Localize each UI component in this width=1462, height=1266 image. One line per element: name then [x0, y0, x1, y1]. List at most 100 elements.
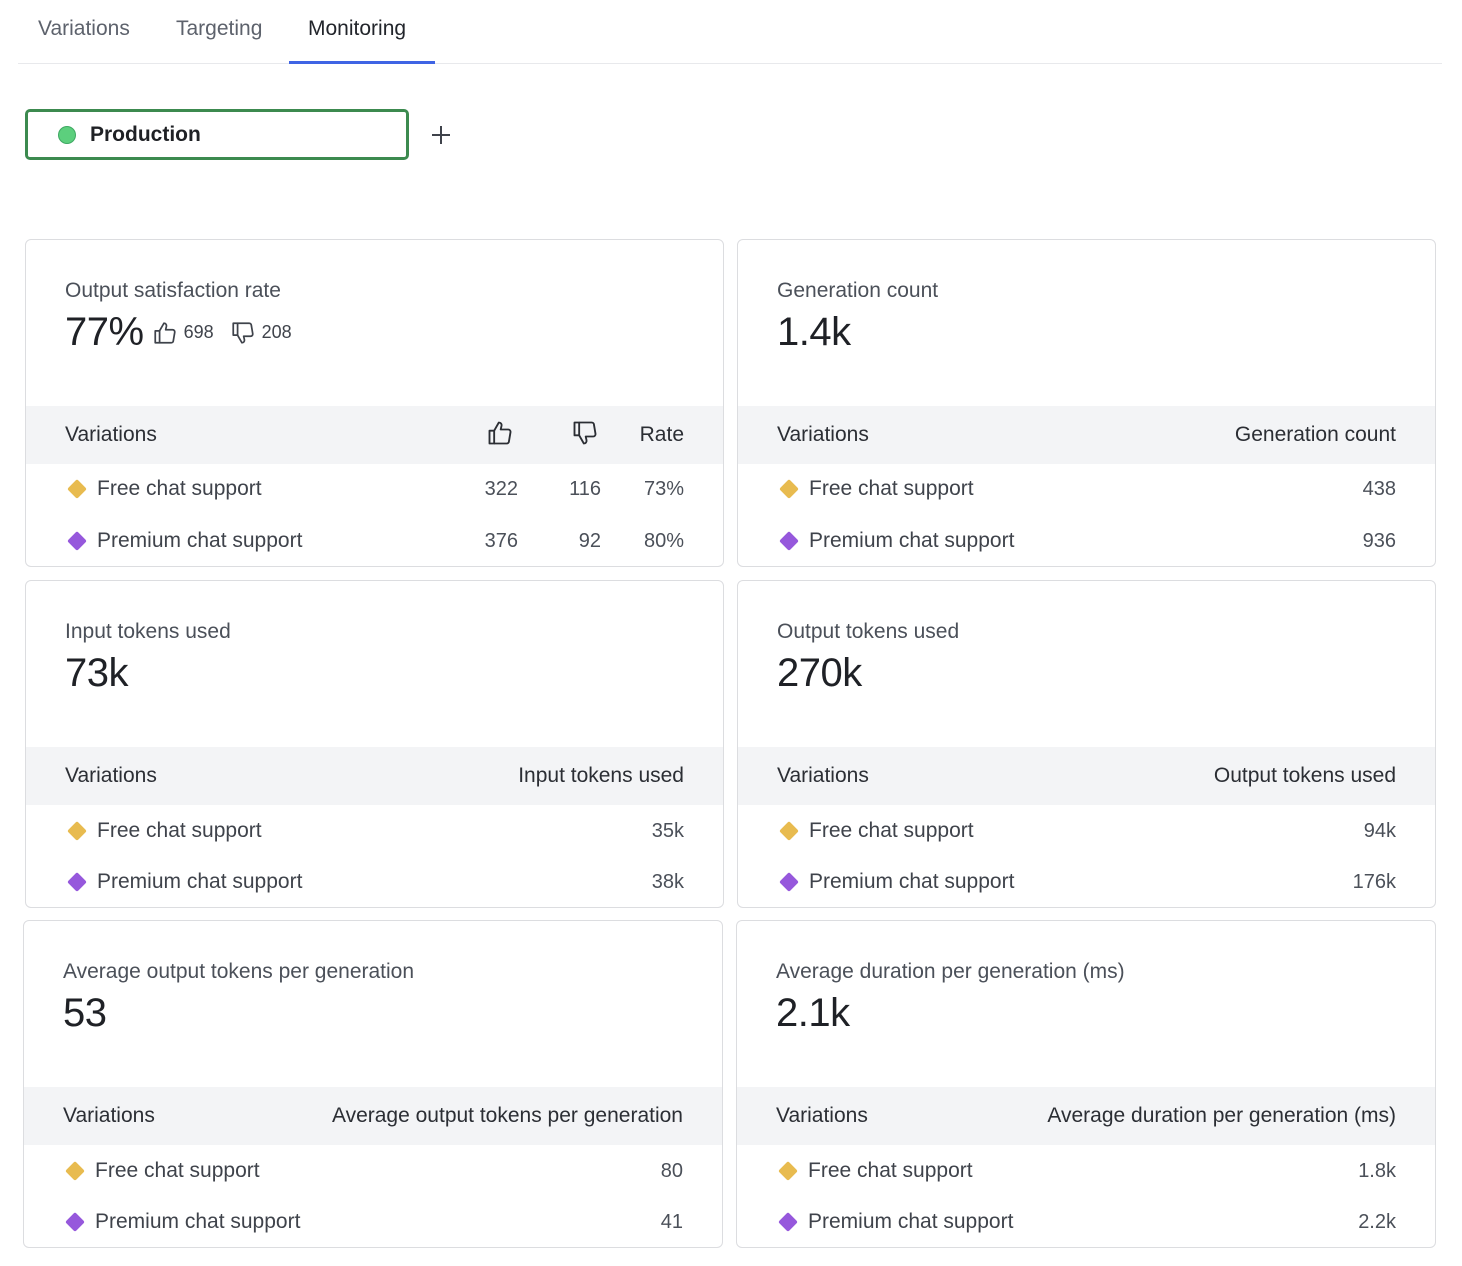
premium-variation-diamond-icon [778, 1212, 798, 1232]
card-title: Generation count [777, 279, 939, 302]
free-variation-diamond-icon [779, 479, 799, 499]
column-metric: Average duration per generation (ms) [1047, 1104, 1396, 1127]
metric-cell: 2.2k [1358, 1211, 1396, 1233]
column-variations: Variations [63, 1104, 155, 1127]
column-variations: Variations [65, 423, 157, 446]
card-title: Average duration per generation (ms) [776, 960, 1125, 983]
free-variation-diamond-icon [65, 1161, 85, 1181]
column-thumbs-down [571, 419, 599, 453]
table-header: Variations Rate [26, 406, 723, 464]
metric-cell: 94k [1363, 820, 1396, 842]
card-value: 1.4k [777, 310, 851, 354]
variation-label: Free chat support [809, 477, 974, 500]
thumbs-down-total: 208 [230, 320, 292, 346]
thumbs-up-icon [488, 421, 512, 445]
column-variations: Variations [65, 764, 157, 787]
free-variation-diamond-icon [67, 821, 87, 841]
premium-variation-diamond-icon [779, 531, 799, 551]
table-row[interactable]: Premium chat support 936 [738, 521, 1435, 561]
column-metric: Input tokens used [518, 764, 684, 787]
thumbs-up-cell: 322 [484, 478, 518, 500]
card-value-row: 1.4k [777, 310, 851, 355]
rate-cell: 73% [643, 478, 684, 500]
thumbs-down-cell: 92 [578, 530, 601, 552]
table-row[interactable]: Premium chat support 41 [24, 1202, 722, 1242]
metric-cell: 176k [1352, 871, 1396, 893]
table-row[interactable]: Free chat support 35k [26, 811, 723, 851]
environment-status-dot [58, 125, 76, 144]
column-thumbs-up [486, 419, 514, 453]
card-value: 73k [65, 651, 129, 695]
metric-cell: 936 [1362, 530, 1396, 552]
table-header: Variations Average output tokens per gen… [24, 1087, 722, 1145]
card-value: 77% [65, 310, 144, 354]
plus-icon [432, 126, 450, 144]
card-value-row: 73k [65, 651, 129, 696]
variation-label: Free chat support [808, 1159, 973, 1182]
column-variations: Variations [777, 764, 869, 787]
column-variations: Variations [777, 423, 869, 446]
column-variations: Variations [776, 1104, 868, 1127]
card-value: 270k [777, 651, 862, 695]
premium-variation-diamond-icon [65, 1212, 85, 1232]
variation-label: Premium chat support [97, 529, 303, 552]
tab-targeting[interactable]: Targeting [176, 17, 263, 40]
table-row[interactable]: Free chat support 94k [738, 811, 1435, 851]
table-row[interactable]: Premium chat support 38k [26, 862, 723, 902]
variation-label: Premium chat support [809, 870, 1015, 893]
card-value-row: 2.1k [776, 991, 850, 1036]
variation-label: Premium chat support [809, 529, 1015, 552]
metric-cell: 38k [651, 871, 684, 893]
column-metric: Generation count [1234, 423, 1396, 446]
metric-cell: 41 [660, 1211, 683, 1233]
tab-bar: Variations Targeting Monitoring [18, 0, 1442, 64]
column-metric: Average output tokens per generation [331, 1104, 683, 1127]
table-header: Variations Input tokens used [26, 747, 723, 805]
metric-cell: 1.8k [1358, 1160, 1396, 1182]
thumbs-down-icon [231, 321, 254, 344]
thumbs-up-count: 698 [183, 322, 214, 342]
card-value-row: 270k [777, 651, 862, 696]
premium-variation-diamond-icon [67, 531, 87, 551]
column-rate: Rate [639, 423, 684, 446]
rate-cell: 80% [643, 530, 684, 552]
add-environment-button[interactable] [426, 120, 456, 150]
table-row[interactable]: Premium chat support 176k [738, 862, 1435, 902]
tab-monitoring[interactable]: Monitoring [308, 17, 407, 40]
table-header: Variations Output tokens used [738, 747, 1435, 805]
free-variation-diamond-icon [779, 821, 799, 841]
tab-variations[interactable]: Variations [38, 17, 130, 40]
thumbs-up-total: 698 [152, 320, 214, 346]
column-metric: Output tokens used [1213, 764, 1396, 787]
card-value-row: 53 [63, 991, 107, 1036]
variation-label: Premium chat support [97, 870, 303, 893]
variation-label: Free chat support [97, 819, 262, 842]
table-row[interactable]: Free chat support 438 [738, 469, 1435, 509]
card-title: Output tokens used [777, 620, 960, 643]
thumbs-down-cell: 116 [569, 478, 601, 500]
thumbs-up-icon [153, 321, 176, 344]
variation-label: Free chat support [809, 819, 974, 842]
card-title: Output satisfaction rate [65, 279, 281, 302]
table-row[interactable]: Premium chat support 2.2k [737, 1202, 1435, 1242]
satisfaction-card: Output satisfaction rate 77% 698 208 Var… [25, 239, 724, 567]
table-row[interactable]: Premium chat support 376 92 80% [26, 521, 723, 561]
output-tokens-card: Output tokens used 270k Variations Outpu… [737, 580, 1436, 908]
table-row[interactable]: Free chat support 80 [24, 1151, 722, 1191]
generation-count-card: Generation count 1.4k Variations Generat… [737, 239, 1436, 567]
metric-cell: 80 [660, 1160, 683, 1182]
table-row[interactable]: Free chat support 1.8k [737, 1151, 1435, 1191]
avg-output-tokens-card: Average output tokens per generation 53 … [23, 920, 723, 1248]
environment-label: Production [90, 122, 201, 146]
table-header: Variations Generation count [738, 406, 1435, 464]
variation-label: Premium chat support [808, 1210, 1014, 1233]
metric-cell: 35k [651, 820, 684, 842]
table-row[interactable]: Free chat support 322 116 73% [26, 469, 723, 509]
environment-selector[interactable]: Production [25, 109, 409, 160]
thumbs-down-icon [573, 421, 597, 445]
variation-label: Free chat support [95, 1159, 260, 1182]
free-variation-diamond-icon [778, 1161, 798, 1181]
card-value: 53 [63, 991, 107, 1035]
metric-cell: 438 [1362, 478, 1396, 500]
table-header: Variations Average duration per generati… [737, 1087, 1435, 1145]
